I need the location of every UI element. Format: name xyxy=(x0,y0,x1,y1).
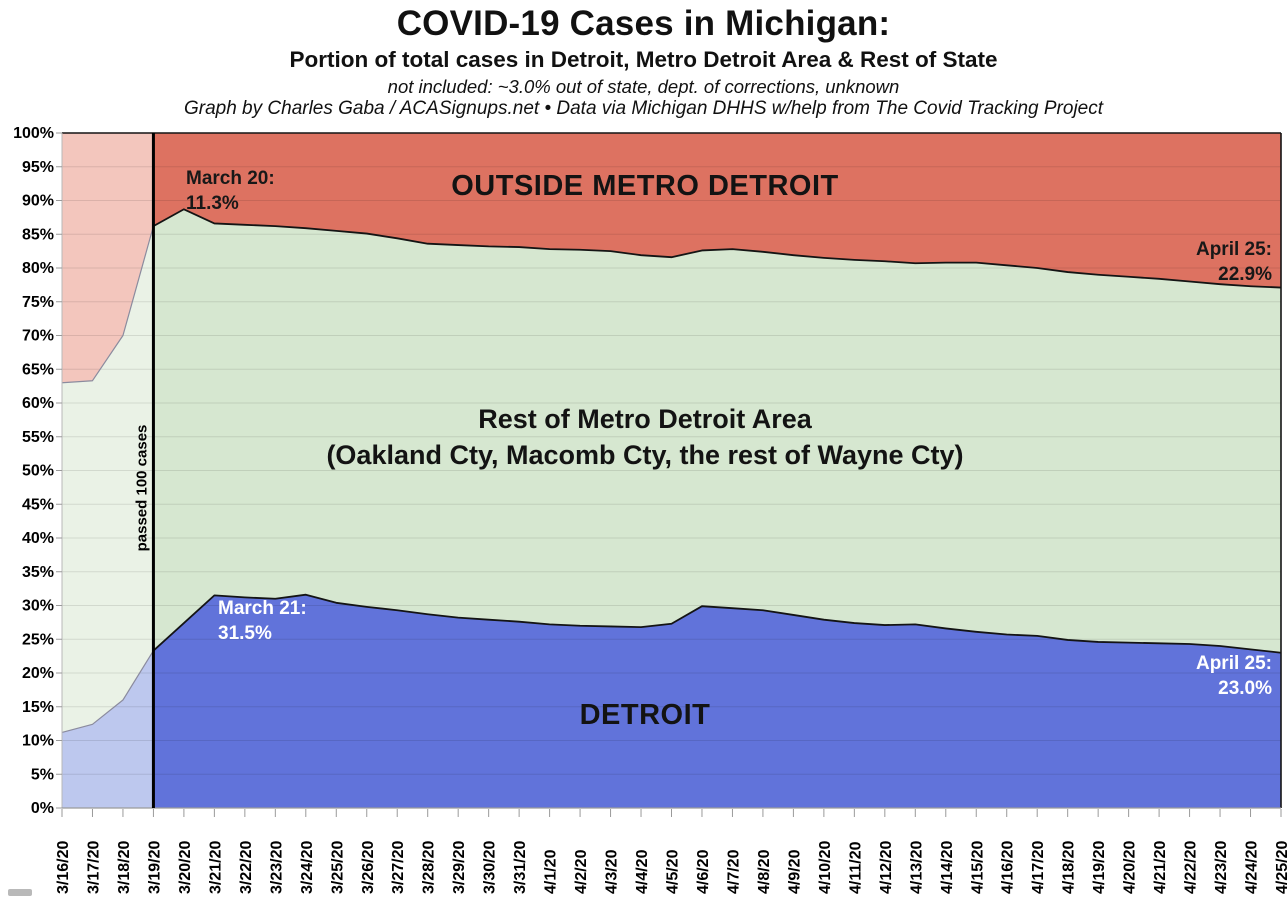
y-tick-label: 100% xyxy=(13,125,54,142)
area-label-rest-of-metro-line2: (Oakland Cty, Macomb Cty, the rest of Wa… xyxy=(326,439,964,470)
x-tick-label: 4/18/20 xyxy=(1061,841,1078,894)
x-tick-label: 4/21/20 xyxy=(1152,841,1169,894)
page-title: COVID-19 Cases in Michigan: xyxy=(396,4,891,43)
x-tick-label: 3/29/20 xyxy=(451,841,468,894)
annotation-march21-detroit: March 21: 31.5% xyxy=(218,598,307,645)
x-axis: 3/16/20 3/17/20 3/18/20 3/19/20 3/20/20 3/21/… xyxy=(55,809,1287,894)
credit-line: Graph by Charles Gaba / ACASignups.net •… xyxy=(183,98,1104,119)
x-tick-label: 4/8/20 xyxy=(756,849,773,894)
legend-fragment xyxy=(8,889,32,896)
x-tick-label: 3/27/20 xyxy=(390,841,407,894)
page-subtitle: Portion of total cases in Detroit, Metro… xyxy=(289,47,998,72)
area-label-rest-of-metro-line1: Rest of Metro Detroit Area xyxy=(478,404,812,434)
y-tick-label: 15% xyxy=(22,699,54,716)
x-tick-label: 3/26/20 xyxy=(360,841,377,894)
x-tick-label: 4/17/20 xyxy=(1030,841,1047,894)
y-tick-label: 30% xyxy=(22,598,54,615)
y-tick-label: 80% xyxy=(22,260,54,277)
passed-100-cases-label: passed 100 cases xyxy=(133,424,151,552)
x-tick-label: 4/16/20 xyxy=(1000,841,1017,894)
y-tick-label: 0% xyxy=(31,800,54,817)
x-tick-label: 3/17/20 xyxy=(85,841,102,894)
y-tick-label: 65% xyxy=(22,361,54,378)
y-tick-label: 40% xyxy=(22,530,54,547)
y-tick-label: 60% xyxy=(22,395,54,412)
y-tick-label: 5% xyxy=(31,766,54,783)
annotation-april25-detroit: April 25: 23.0% xyxy=(1195,653,1272,700)
y-tick-label: 50% xyxy=(22,463,54,480)
x-tick-label: 3/22/20 xyxy=(238,841,255,894)
x-tick-label: 3/24/20 xyxy=(299,841,316,894)
area-label-rest-of-metro: Rest of Metro Detroit Area (Oakland Cty,… xyxy=(95,402,1195,474)
x-tick-label: 3/20/20 xyxy=(177,841,194,894)
annotation-april25-outside: April 25: 22.9% xyxy=(1195,239,1272,286)
x-tick-label: 4/15/20 xyxy=(969,841,986,894)
x-tick-label: 4/7/20 xyxy=(725,849,742,894)
x-tick-label: 4/10/20 xyxy=(817,841,834,894)
x-tick-label: 4/1/20 xyxy=(543,849,560,894)
chart-areas xyxy=(62,133,1281,808)
x-tick-label: 4/13/20 xyxy=(908,841,925,894)
x-tick-label: 4/4/20 xyxy=(634,849,651,894)
y-tick-label: 85% xyxy=(22,226,54,243)
x-tick-label: 4/22/20 xyxy=(1183,841,1200,894)
x-tick-label: 4/9/20 xyxy=(786,849,803,894)
x-tick-label: 4/12/20 xyxy=(878,841,895,894)
y-tick-label: 10% xyxy=(22,733,54,750)
x-tick-label: 3/16/20 xyxy=(55,841,72,894)
x-tick-label: 4/5/20 xyxy=(665,849,682,894)
y-tick-label: 95% xyxy=(22,159,54,176)
x-tick-label: 3/21/20 xyxy=(207,841,224,894)
x-tick-label: 3/30/20 xyxy=(482,841,499,894)
y-tick-label: 35% xyxy=(22,564,54,581)
x-tick-label: 4/25/20 xyxy=(1274,841,1287,894)
x-tick-label: 4/11/20 xyxy=(847,841,864,894)
exclusion-note: not included: ~3.0% out of state, dept. … xyxy=(387,76,900,97)
x-tick-label: 3/25/20 xyxy=(329,841,346,894)
x-tick-label: 4/20/20 xyxy=(1122,841,1139,894)
area-label-detroit: DETROIT xyxy=(579,699,711,731)
x-tick-label: 4/6/20 xyxy=(695,849,712,894)
x-tick-label: 4/23/20 xyxy=(1213,841,1230,894)
annotation-march20-outside: March 20: 11.3% xyxy=(186,168,275,215)
x-tick-label: 4/24/20 xyxy=(1244,841,1261,894)
x-tick-label: 4/19/20 xyxy=(1091,841,1108,894)
x-tick-label: 4/3/20 xyxy=(604,849,621,894)
y-tick-label: 45% xyxy=(22,496,54,513)
x-tick-label: 3/31/20 xyxy=(512,841,529,894)
y-tick-label: 75% xyxy=(22,294,54,311)
y-tick-label: 90% xyxy=(22,193,54,210)
x-tick-label: 4/2/20 xyxy=(573,849,590,894)
area-label-outside-metro: OUTSIDE METRO DETROIT xyxy=(451,170,839,202)
x-tick-label: 3/19/20 xyxy=(146,841,163,894)
x-tick-label: 3/23/20 xyxy=(268,841,285,894)
y-tick-label: 70% xyxy=(22,328,54,345)
y-tick-label: 20% xyxy=(22,665,54,682)
y-tick-label: 25% xyxy=(22,631,54,648)
y-axis: 0% 5% 10% 15% 20% 25% 30% 35% 40% 45% 50% 55% 60% 65%… xyxy=(13,125,62,817)
y-tick-label: 55% xyxy=(22,429,54,446)
x-tick-label: 3/28/20 xyxy=(421,841,438,894)
x-tick-label: 4/14/20 xyxy=(939,841,956,894)
series-boundaries xyxy=(61,132,1282,809)
x-tick-label: 3/18/20 xyxy=(116,841,133,894)
grid-lines xyxy=(62,166,1281,775)
